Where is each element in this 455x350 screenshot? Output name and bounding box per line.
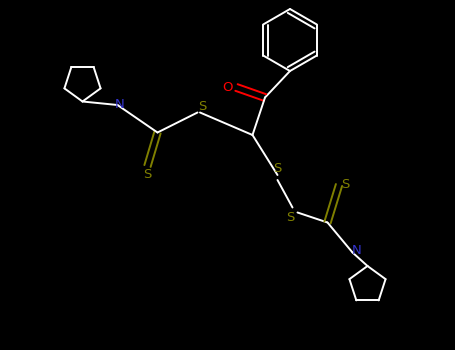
Text: S: S (143, 168, 152, 182)
Text: S: S (286, 211, 294, 224)
Text: S: S (273, 162, 282, 175)
Text: S: S (198, 100, 207, 113)
Text: S: S (341, 178, 349, 191)
Text: N: N (115, 98, 125, 112)
Text: N: N (352, 244, 361, 257)
Text: O: O (222, 81, 233, 94)
